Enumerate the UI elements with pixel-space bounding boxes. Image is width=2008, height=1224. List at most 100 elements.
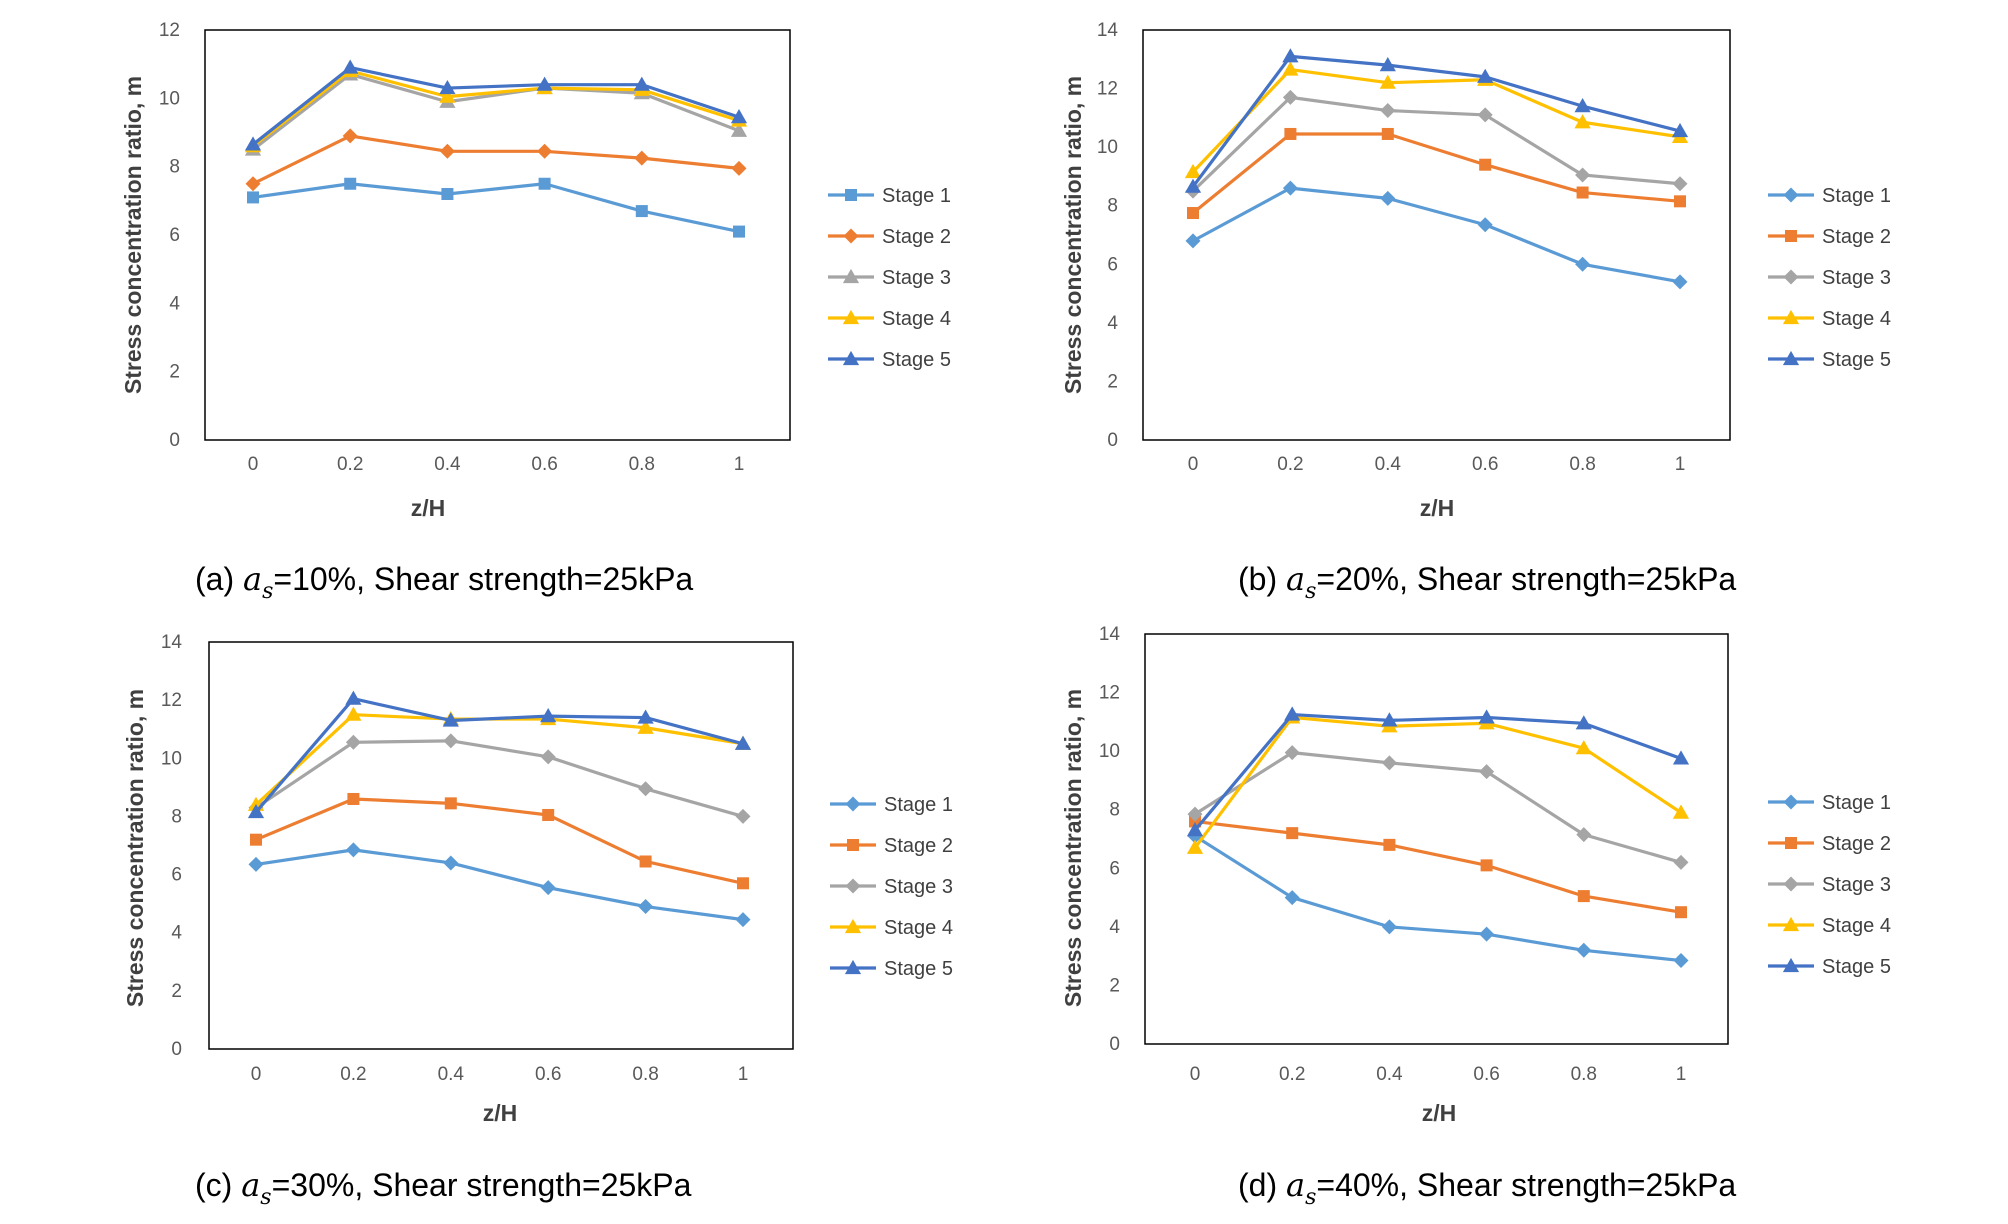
data-point (1675, 906, 1687, 919)
series-stage-1 (248, 842, 751, 928)
x-tick-label: 1 (1676, 1064, 1687, 1085)
data-point (1379, 74, 1396, 89)
data-point (1286, 827, 1299, 840)
y-tick-label: 2 (169, 362, 180, 383)
data-point (1673, 854, 1689, 870)
data-point (733, 225, 745, 238)
y-tick-label: 10 (1097, 137, 1118, 158)
data-point (638, 781, 654, 797)
data-point (1576, 827, 1592, 843)
legend-label: Stage 4 (884, 917, 953, 939)
series-stage-3 (1187, 745, 1689, 870)
series-stage-1 (1187, 828, 1689, 969)
y-tick-label: 8 (171, 806, 182, 827)
data-point (344, 177, 357, 190)
legend-label: Stage 1 (884, 794, 953, 816)
legend-entry: Stage 4 (830, 917, 953, 939)
legend-marker-icon (1783, 794, 1799, 810)
legend-entry: Stage 3 (1768, 874, 1891, 896)
data-point (444, 797, 457, 810)
legend-marker-icon (1783, 187, 1799, 203)
legend-label: Stage 2 (882, 226, 951, 248)
x-tick-label: 0.8 (632, 1064, 658, 1085)
legend-entry: Stage 3 (1768, 267, 1891, 289)
data-point (1575, 740, 1592, 755)
y-tick-label: 6 (171, 865, 182, 886)
x-tick-label: 0.2 (337, 454, 363, 475)
data-point (345, 690, 362, 705)
x-tick-label: 0.4 (1376, 1064, 1403, 1085)
data-point (1576, 942, 1592, 958)
data-point (735, 912, 751, 928)
x-tick-label: 0.8 (1571, 1064, 1597, 1085)
caption-prefix: (a) (195, 561, 243, 597)
chart-panel-c: z/H Stress concentration ratio, m (c) as… (122, 632, 953, 1210)
data-point (443, 733, 459, 749)
data-point (542, 808, 555, 821)
data-point (248, 856, 264, 872)
data-point (1187, 806, 1203, 822)
y-tick-label: 12 (161, 690, 182, 711)
legend-marker-icon (844, 959, 862, 975)
series-stage-5 (1186, 706, 1690, 837)
data-point (1478, 709, 1495, 724)
legend-label: Stage 5 (1822, 349, 1891, 371)
plot-area-frame (204, 29, 791, 441)
data-point (441, 188, 454, 200)
x-tick-label: 1 (738, 1064, 749, 1085)
data-point (1577, 890, 1590, 903)
x-tick-label: 0.4 (1375, 454, 1402, 475)
y-tick-label: 4 (1107, 313, 1118, 334)
data-point (1575, 256, 1591, 272)
series-stage-2 (1187, 127, 1686, 220)
data-point (1575, 715, 1592, 730)
data-point (1671, 122, 1689, 138)
data-point (633, 76, 650, 91)
data-point (1282, 89, 1298, 105)
series-line (254, 697, 744, 814)
data-point (540, 749, 556, 765)
caption-text: =40%, Shear strength=25kPa (1316, 1167, 1736, 1203)
data-point (1379, 57, 1396, 72)
caption-text: =10%, Shear strength=25kPa (273, 561, 693, 597)
x-tick-label: 0 (248, 454, 259, 475)
y-tick-label: 4 (1109, 917, 1120, 938)
y-tick-label: 8 (1109, 800, 1120, 821)
panel-caption: (b) as=20%, Shear strength=25kPa (1238, 560, 1736, 604)
data-point (730, 122, 748, 137)
legend-marker-icon (847, 839, 859, 851)
series-line (1193, 715, 1682, 849)
data-point (1480, 859, 1493, 872)
y-axis-title: Stress concentration ratio, m (1060, 689, 1086, 1007)
series-stage-2 (1189, 815, 1687, 919)
data-point (1672, 274, 1688, 290)
x-tick-label: 0 (1188, 454, 1199, 475)
x-tick-label: 0.4 (438, 1064, 465, 1085)
x-tick-label: 0 (251, 1064, 262, 1085)
legend-label: Stage 4 (882, 308, 951, 330)
series-stage-1 (1185, 180, 1688, 290)
caption-subscript: s (1305, 579, 1316, 604)
legend-entry: Stage 2 (828, 226, 951, 248)
y-tick-label: 12 (1099, 683, 1120, 704)
data-point (536, 76, 553, 91)
y-tick-label: 4 (169, 293, 180, 314)
x-tick-label: 0.4 (434, 454, 461, 475)
legend-entry: Stage 1 (1768, 792, 1891, 814)
x-tick-label: 0.2 (340, 1064, 366, 1085)
data-point (1674, 195, 1686, 208)
data-point (439, 79, 456, 95)
data-point (245, 176, 261, 192)
data-point (1381, 712, 1398, 727)
series-line (255, 848, 744, 922)
data-point (1672, 750, 1690, 765)
series-stage-1 (247, 177, 745, 238)
series-line (255, 739, 744, 818)
data-point (1282, 180, 1298, 196)
y-axis-title: Stress concentration ratio, m (120, 76, 146, 394)
y-tick-label: 2 (171, 981, 182, 1002)
x-tick-label: 1 (1675, 454, 1686, 475)
series-line (252, 65, 740, 146)
series-line (252, 134, 740, 186)
y-tick-label: 12 (1097, 79, 1118, 100)
